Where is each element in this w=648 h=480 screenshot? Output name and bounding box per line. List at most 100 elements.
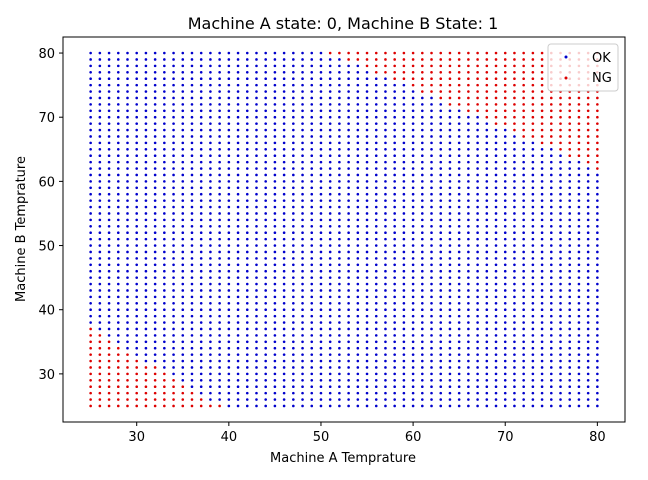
point-ok bbox=[163, 334, 166, 337]
point-ok bbox=[273, 366, 277, 369]
point-ok bbox=[227, 334, 231, 337]
point-ng bbox=[144, 391, 148, 395]
point-ok bbox=[540, 160, 544, 164]
point-ok bbox=[190, 289, 194, 292]
point-ok bbox=[467, 346, 470, 350]
point-ok bbox=[135, 160, 138, 164]
point-ok bbox=[374, 244, 378, 247]
point-ok bbox=[559, 212, 562, 215]
point-ok bbox=[227, 237, 231, 241]
point-ok bbox=[255, 103, 258, 106]
point-ok bbox=[374, 96, 378, 100]
point-ok bbox=[503, 173, 507, 177]
point-ok bbox=[292, 180, 295, 183]
point-ok bbox=[245, 180, 249, 183]
point-ok bbox=[476, 372, 479, 376]
point-ok bbox=[310, 103, 314, 106]
point-ok bbox=[107, 58, 111, 61]
point-ok bbox=[144, 122, 148, 125]
point-ok bbox=[292, 308, 295, 312]
point-ng bbox=[522, 77, 525, 81]
point-ok bbox=[190, 122, 194, 125]
point-ok bbox=[199, 314, 203, 318]
point-ok bbox=[393, 237, 396, 241]
point-ok bbox=[467, 295, 470, 299]
point-ok bbox=[153, 186, 157, 190]
point-ok bbox=[245, 398, 249, 401]
point-ok bbox=[328, 359, 332, 363]
point-ok bbox=[209, 353, 212, 356]
point-ok bbox=[236, 276, 240, 279]
point-ok bbox=[264, 250, 267, 254]
point-ok bbox=[292, 141, 295, 145]
point-ok bbox=[89, 186, 92, 190]
point-ok bbox=[282, 237, 286, 241]
point-ok bbox=[374, 269, 378, 273]
point-ok bbox=[98, 301, 102, 305]
point-ok bbox=[338, 128, 341, 132]
point-ok bbox=[365, 224, 369, 228]
point-ng bbox=[540, 128, 544, 132]
point-ok bbox=[190, 301, 194, 305]
point-ng bbox=[476, 77, 479, 81]
point-ng bbox=[577, 96, 581, 100]
point-ok bbox=[402, 231, 406, 235]
point-ok bbox=[236, 160, 240, 164]
point-ok bbox=[107, 276, 111, 279]
point-ok bbox=[448, 391, 452, 395]
point-ok bbox=[282, 289, 286, 292]
point-ng bbox=[457, 90, 461, 93]
point-ok bbox=[503, 289, 507, 292]
point-ok bbox=[264, 308, 267, 312]
point-ok bbox=[282, 122, 286, 125]
point-ng bbox=[531, 109, 535, 113]
point-ok bbox=[596, 314, 599, 318]
point-ok bbox=[310, 244, 314, 247]
point-ok bbox=[89, 314, 92, 318]
point-ok bbox=[245, 83, 249, 87]
point-ok bbox=[550, 147, 553, 151]
point-ok bbox=[282, 70, 286, 74]
point-ok bbox=[292, 334, 295, 337]
point-ok bbox=[227, 282, 231, 286]
point-ok bbox=[347, 359, 350, 363]
point-ng bbox=[503, 77, 507, 81]
point-ok bbox=[292, 327, 295, 331]
point-ng bbox=[550, 135, 553, 138]
point-ok bbox=[494, 237, 498, 241]
point-ok bbox=[494, 346, 498, 350]
point-ng bbox=[448, 83, 452, 87]
point-ok bbox=[245, 109, 249, 113]
point-ok bbox=[402, 334, 406, 337]
point-ok bbox=[485, 404, 489, 408]
point-ok bbox=[328, 186, 332, 190]
point-ok bbox=[282, 109, 286, 113]
point-ok bbox=[107, 167, 111, 170]
point-ok bbox=[227, 128, 231, 132]
point-ok bbox=[494, 199, 498, 202]
point-ok bbox=[338, 96, 341, 100]
point-ok bbox=[457, 327, 461, 331]
point-ok bbox=[292, 244, 295, 247]
legend-ng-marker bbox=[564, 76, 568, 80]
point-ok bbox=[476, 314, 479, 318]
point-ok bbox=[153, 154, 157, 158]
point-ok bbox=[126, 301, 129, 305]
point-ok bbox=[209, 308, 212, 312]
point-ok bbox=[245, 237, 249, 241]
point-ok bbox=[282, 244, 286, 247]
point-ok bbox=[264, 212, 267, 215]
point-ok bbox=[153, 314, 157, 318]
point-ok bbox=[384, 109, 387, 113]
point-ok bbox=[522, 391, 525, 395]
point-ok bbox=[531, 180, 535, 183]
point-ng bbox=[494, 70, 498, 74]
point-ok bbox=[328, 70, 332, 74]
point-ok bbox=[457, 334, 461, 337]
point-ng bbox=[568, 154, 572, 158]
point-ok bbox=[540, 359, 544, 363]
point-ok bbox=[227, 64, 231, 68]
point-ok bbox=[540, 186, 544, 190]
point-ok bbox=[568, 308, 572, 312]
point-ok bbox=[411, 308, 415, 312]
